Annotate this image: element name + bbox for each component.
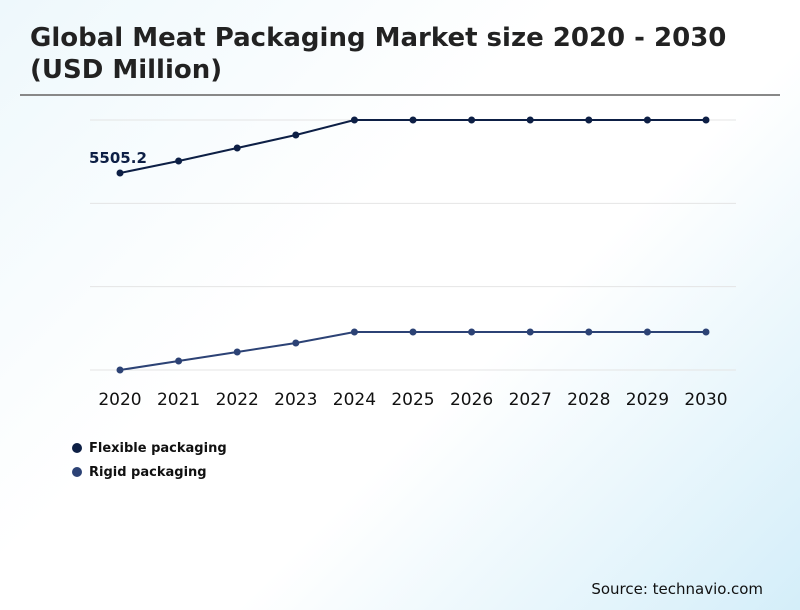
legend-label: Rigid packaging — [89, 464, 207, 480]
x-tick-label: 2021 — [157, 390, 200, 410]
legend-item: Rigid packaging — [72, 460, 227, 484]
series-line-0 — [119, 119, 706, 174]
legend: Flexible packaging Rigid packaging — [72, 436, 227, 484]
data-point — [526, 116, 534, 124]
x-tick-label: 2027 — [509, 390, 552, 410]
data-point — [175, 157, 183, 165]
data-point — [116, 366, 124, 374]
x-tick-label: 2022 — [216, 390, 259, 410]
data-point — [233, 348, 241, 356]
data-point — [585, 328, 593, 336]
chart-title: Global Meat Packaging Market size 2020 -… — [30, 23, 727, 85]
legend-dot-icon — [72, 467, 82, 477]
title-divider — [20, 94, 780, 96]
data-point — [585, 116, 593, 124]
legend-item: Flexible packaging — [72, 436, 227, 460]
data-label: 5505.2 — [89, 149, 147, 167]
data-point — [702, 328, 710, 336]
data-point — [350, 328, 358, 336]
data-point — [175, 357, 183, 365]
data-point — [350, 116, 358, 124]
x-tick-label: 2029 — [626, 390, 669, 410]
data-point — [292, 131, 300, 139]
x-tick-label: 2023 — [274, 390, 317, 410]
series-line-1 — [119, 330, 706, 371]
data-point — [233, 144, 241, 152]
data-point — [409, 116, 417, 124]
x-tick-label: 2025 — [391, 390, 434, 410]
data-point — [468, 116, 476, 124]
data-point — [526, 328, 534, 336]
data-point — [643, 116, 651, 124]
data-point — [292, 339, 300, 347]
source-text: Source: technavio.com — [591, 580, 763, 598]
data-point — [468, 328, 476, 336]
x-tick-label: 2020 — [98, 390, 141, 410]
x-tick-label: 2030 — [684, 390, 727, 410]
data-point — [702, 116, 710, 124]
data-point — [409, 328, 417, 336]
legend-label: Flexible packaging — [89, 440, 227, 456]
x-tick-label: 2026 — [450, 390, 493, 410]
x-tick-label: 2028 — [567, 390, 610, 410]
data-point — [643, 328, 651, 336]
x-tick-label: 2024 — [333, 390, 376, 410]
legend-dot-icon — [72, 443, 82, 453]
data-point — [116, 169, 124, 177]
